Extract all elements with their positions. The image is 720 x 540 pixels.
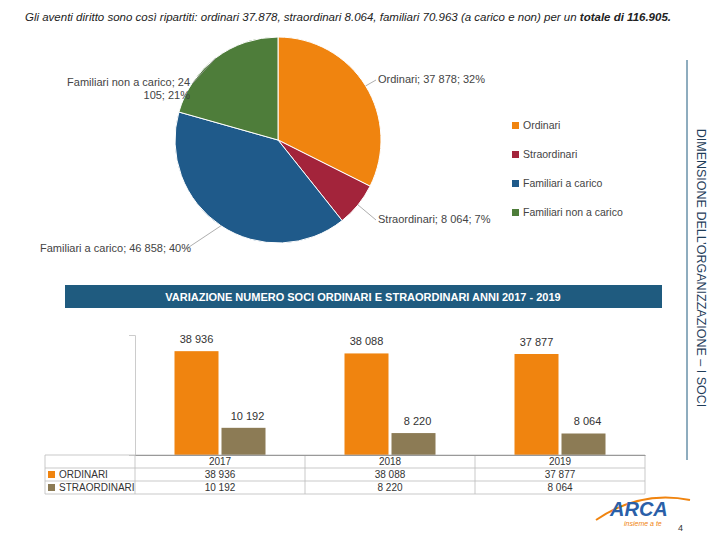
legend-label: Familiari non a carico (523, 206, 623, 218)
table-rule (305, 455, 306, 494)
title-band (65, 285, 662, 308)
legend-swatch (512, 151, 519, 158)
legend: Ordinari Straordinari Familiari a carico Fa… (512, 119, 623, 218)
x-tick-label: 2019 (549, 456, 572, 467)
table-value: 8 064 (547, 482, 572, 493)
page: DIMENSIONE DELL’ORGANIZZAZIONE – I SOCI A… (0, 0, 720, 540)
table-rule (135, 455, 136, 494)
side-title: DIMENSIONE DELL’ORGANIZZAZIONE – I SOCI (694, 129, 708, 408)
legend-label: Straordinari (523, 148, 577, 160)
x-tick-label: 2018 (379, 456, 402, 467)
slice-label: Ordinari; 37 878; 32% (378, 73, 548, 86)
legend-swatch (512, 122, 519, 129)
x-tick: 2019 (549, 456, 572, 467)
chart-title: VARIAZIONE NUMERO SOCI ORDINARI E STRAOR… (165, 291, 560, 303)
x-tick: 2018 (379, 456, 402, 467)
logo-tagline: insieme a te (624, 520, 662, 527)
table-rule (645, 455, 646, 494)
table-value: 8 220 (377, 482, 402, 493)
legend-label: STRAORDINARI (59, 482, 135, 493)
table-value: 38 088 (375, 469, 406, 480)
legend-item: Familiari non a carico (512, 206, 623, 218)
x-tick-label: 2017 (209, 456, 232, 467)
bar (392, 433, 436, 455)
legend-swatch (512, 209, 519, 216)
slices (175, 37, 381, 243)
bar (222, 428, 266, 455)
bar (175, 351, 219, 455)
header-bold: totale di 116.905. (580, 11, 671, 23)
pie-chart (175, 37, 381, 243)
logo: ARCAinsieme a te (596, 498, 690, 528)
bar (345, 353, 389, 455)
slice-label: Familiari a carico; 46 858; 40% (40, 242, 195, 255)
legend-label: Ordinari (523, 119, 560, 131)
logo-name: ARCA (609, 498, 668, 520)
legend-item: Ordinari (512, 119, 560, 131)
legend-swatch (48, 484, 55, 491)
legend-item: Straordinari (512, 148, 577, 160)
page-number: 4 (678, 523, 683, 533)
x-tick: 2017 (209, 456, 232, 467)
legend-label: Familiari a carico (523, 177, 603, 189)
bar (562, 433, 606, 455)
logo-swoosh (596, 498, 690, 521)
slice-label: Familiari non a carico; 24 105; 21% (55, 76, 190, 102)
y-axis (129, 336, 136, 456)
header: Gli aventi diritto sono così ripartiti: … (18, 10, 678, 25)
legend-item: Familiari a carico (512, 177, 603, 189)
data-labels: 38 936 38 088 37 877 10 192 8 220 8 064 (180, 333, 602, 427)
x-axis: 2017 2018 2019 (136, 456, 646, 468)
bar (515, 354, 559, 455)
legend-swatch (512, 180, 519, 187)
data-table: ORDINARI 38 936 38 088 37 877 STRAORDINARI 10… (45, 455, 645, 494)
bars (175, 351, 606, 455)
table-rule (45, 455, 46, 494)
data-label: 38 936 (180, 333, 214, 345)
table-value: 38 936 (205, 469, 236, 480)
header-text: Gli aventi diritto sono così ripartiti: … (25, 11, 580, 23)
leader-line (358, 205, 376, 220)
leader-line (192, 58, 216, 84)
table-rule (475, 455, 476, 494)
table-value: 37 877 (545, 469, 576, 480)
y-axis-line (129, 336, 136, 456)
leader-line (366, 80, 376, 86)
bar-chart: VARIAZIONE NUMERO SOCI ORDINARI E STRAOR… (45, 285, 662, 494)
leader-line (186, 226, 221, 249)
data-label: 8 220 (404, 415, 432, 427)
data-label: 37 877 (520, 336, 554, 348)
pie-slice (179, 37, 278, 140)
data-label: 10 192 (231, 410, 265, 422)
legend-swatch (48, 471, 55, 478)
slice-label: Straordinari; 8 064; 7% (378, 213, 548, 226)
legend-label: ORDINARI (59, 469, 108, 480)
table-value: 10 192 (205, 482, 236, 493)
data-label: 8 064 (574, 415, 602, 427)
data-label: 38 088 (350, 335, 384, 347)
side-rule (687, 60, 688, 460)
